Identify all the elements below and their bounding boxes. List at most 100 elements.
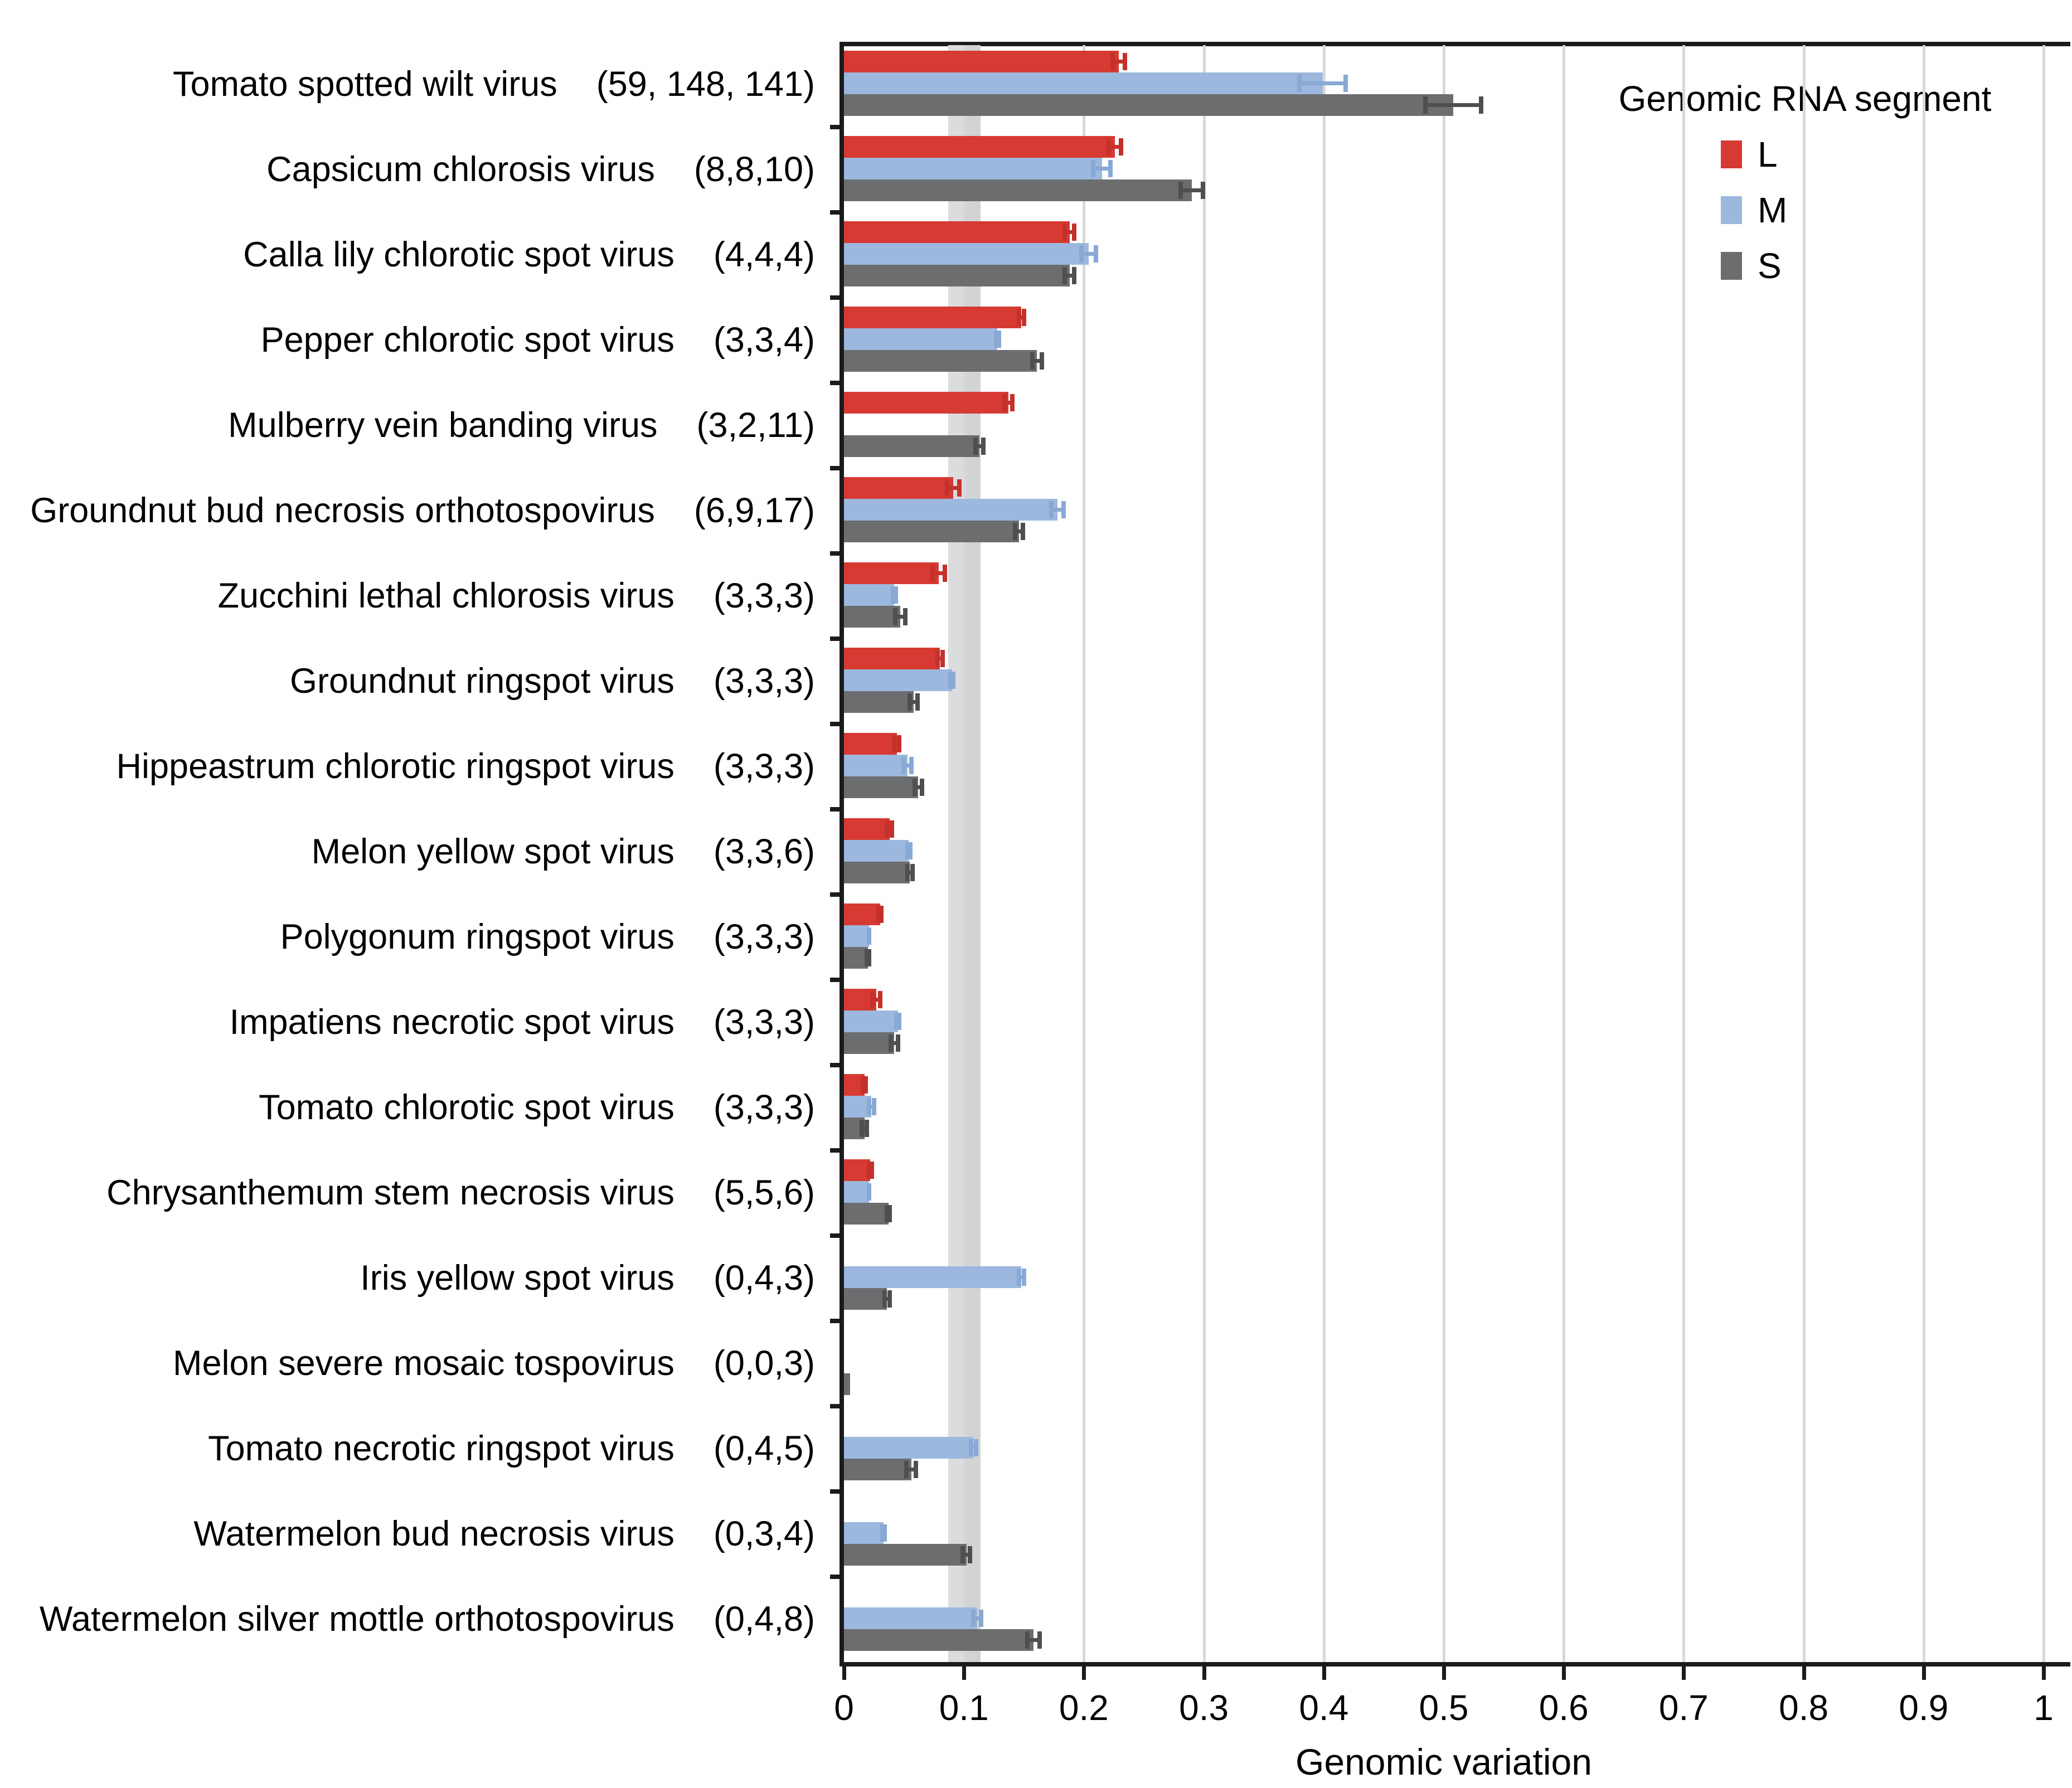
bar-S — [844, 1288, 887, 1310]
error-bar-L — [870, 989, 882, 1010]
virus-sample-counts: (0,4,3) — [713, 1258, 815, 1298]
error-bar-L — [861, 1074, 868, 1096]
virus-sample-counts: (59, 148, 141) — [596, 64, 815, 104]
y-axis-tick — [830, 637, 840, 641]
x-tick-label: 0.9 — [1899, 1688, 1949, 1728]
error-bar-M — [905, 840, 913, 862]
virus-label-row: Chrysanthemum stem necrosis virus (5,5,6) — [0, 1150, 844, 1236]
virus-sample-counts: (3,3,3) — [713, 661, 815, 701]
virus-name: Polygonum ringspot virus — [280, 917, 675, 956]
bar-group — [844, 903, 2044, 969]
virus-sample-counts: (0,3,4) — [713, 1514, 815, 1553]
y-axis-tick — [830, 1489, 840, 1494]
bar-group — [844, 1245, 2044, 1310]
y-axis-tick — [830, 551, 840, 556]
legend-label-L: L — [1758, 134, 1778, 174]
error-bar-M — [968, 1437, 978, 1459]
virus-label-row: Calla lily chlorotic spot virus (4,4,4) — [0, 212, 844, 298]
bar-group — [844, 1586, 2044, 1651]
virus-label-row: Polygonum ringspot virus (3,3,3) — [0, 895, 844, 980]
virus-name: Tomato chlorotic spot virus — [259, 1087, 675, 1127]
bar-group — [844, 477, 2044, 542]
gridline-0.1 — [963, 45, 966, 1662]
virus-label-row: Mulberry vein banding virus (3,2,11) — [0, 383, 844, 468]
plot-area: Genomic RNA segment L M S Genomic variat… — [830, 42, 2070, 1782]
y-axis-tick — [830, 892, 840, 897]
virus-sample-counts: (3,3,3) — [713, 1002, 815, 1042]
virus-name: Zucchini lethal chlorosis virus — [217, 576, 675, 615]
virus-name: Calla lily chlorotic spot virus — [243, 235, 675, 274]
y-axis-spine — [840, 42, 844, 1666]
legend-item-M: M — [1721, 182, 2000, 238]
x-tick-label: 0.6 — [1539, 1688, 1589, 1728]
x-tick-label: 0.8 — [1779, 1688, 1829, 1728]
x-tick-label: 0.1 — [939, 1688, 989, 1728]
y-axis-tick — [830, 1575, 840, 1579]
bar-group — [844, 51, 2044, 116]
virus-sample-counts: (8,8,10) — [693, 149, 815, 189]
bar-L — [844, 221, 1070, 243]
y-axis-tick — [830, 125, 840, 129]
legend-label-M: M — [1758, 190, 1788, 230]
bar-M — [844, 755, 908, 776]
x-axis-spine — [840, 1662, 2070, 1666]
y-axis-tick — [830, 381, 840, 385]
error-bar-S — [1013, 521, 1025, 542]
bar-group — [844, 1415, 2044, 1480]
bar-S — [844, 1373, 850, 1395]
bar-M — [844, 328, 998, 350]
x-tick-label: 0.4 — [1299, 1688, 1349, 1728]
y-axis-tick — [830, 295, 840, 300]
x-tick-label: 0.3 — [1179, 1688, 1229, 1728]
error-bar-S — [888, 1032, 901, 1054]
y-axis-tick — [830, 978, 840, 982]
bar-M — [844, 243, 1089, 265]
bar-L — [844, 562, 939, 584]
bar-S — [844, 1032, 895, 1054]
legend-item-S: S — [1721, 238, 2000, 294]
error-bar-S — [1025, 1629, 1042, 1651]
error-bar-S — [1062, 265, 1077, 286]
error-bar-M — [866, 925, 872, 947]
bar-L — [844, 648, 940, 669]
virus-name: Iris yellow spot virus — [360, 1258, 675, 1298]
bar-L — [844, 818, 890, 840]
legend-swatch-L-icon — [1721, 140, 1742, 168]
x-tick-label: 1 — [2034, 1688, 2054, 1728]
bar-S — [844, 947, 868, 969]
gridline-0.9 — [1922, 45, 1925, 1662]
error-bar-L — [1110, 51, 1127, 72]
virus-label-row: Tomato necrotic ringspot virus (0,4,5) — [0, 1406, 844, 1491]
error-bar-M — [948, 669, 956, 691]
bar-group — [844, 1159, 2044, 1225]
virus-label-row: Watermelon silver mottle orthotospovirus… — [0, 1577, 844, 1662]
virus-label-row: Zucchini lethal chlorosis virus (3,3,3) — [0, 553, 844, 639]
x-axis-tick — [962, 1666, 967, 1680]
error-bar-M — [901, 755, 914, 776]
error-bar-M — [971, 1607, 983, 1629]
virus-label-row: Melon yellow spot virus (3,3,6) — [0, 809, 844, 895]
virus-label-row: Melon severe mosaic tospovirus (0,0,3) — [0, 1321, 844, 1406]
bar-M — [844, 499, 1058, 521]
gridline-0.2 — [1083, 45, 1086, 1662]
virus-label-row: Hippeastrum chlorotic ringspot virus (3,3… — [0, 724, 844, 809]
y-axis-tick — [830, 1063, 840, 1067]
virus-sample-counts: (3,3,3) — [713, 1087, 815, 1127]
gridline-0.6 — [1563, 45, 1566, 1662]
error-bar-M — [1297, 72, 1348, 94]
virus-name: Impatiens necrotic spot virus — [229, 1002, 675, 1042]
bar-M — [844, 1522, 884, 1544]
error-bar-L — [1016, 307, 1027, 328]
virus-label-row: Watermelon bud necrosis virus (0,3,4) — [0, 1491, 844, 1577]
legend-items: L M S — [1721, 127, 2000, 294]
error-bar-M — [1049, 499, 1066, 521]
x-axis-tick — [842, 1666, 846, 1680]
bar-S — [844, 265, 1070, 286]
error-bar-S — [882, 1288, 892, 1310]
error-bar-S — [908, 691, 920, 713]
error-bar-L — [1002, 392, 1015, 414]
y-axis-tick — [830, 1233, 840, 1238]
virus-name: Hippeastrum chlorotic ringspot virus — [116, 746, 675, 786]
bar-group — [844, 1330, 2044, 1395]
gridline-0.4 — [1322, 45, 1326, 1662]
